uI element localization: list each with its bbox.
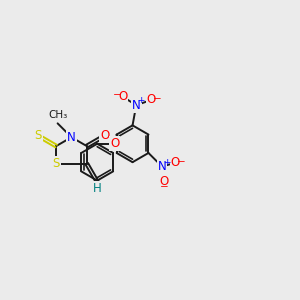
Text: S: S xyxy=(52,157,60,170)
Text: −: − xyxy=(113,90,122,100)
Text: +: + xyxy=(137,96,144,105)
Text: −: − xyxy=(176,157,185,166)
Text: N: N xyxy=(158,160,166,173)
Text: −: − xyxy=(160,182,169,192)
Text: O: O xyxy=(110,137,119,150)
Text: O: O xyxy=(160,175,169,188)
Text: O: O xyxy=(118,90,128,103)
Text: CH₃: CH₃ xyxy=(48,110,67,120)
Text: −: − xyxy=(152,94,161,103)
Text: S: S xyxy=(34,129,42,142)
Text: O: O xyxy=(171,156,180,169)
Text: H: H xyxy=(93,182,102,195)
Text: N: N xyxy=(132,99,141,112)
Text: O: O xyxy=(147,93,156,106)
Text: +: + xyxy=(163,158,170,166)
Text: N: N xyxy=(67,131,76,144)
Text: O: O xyxy=(100,129,110,142)
